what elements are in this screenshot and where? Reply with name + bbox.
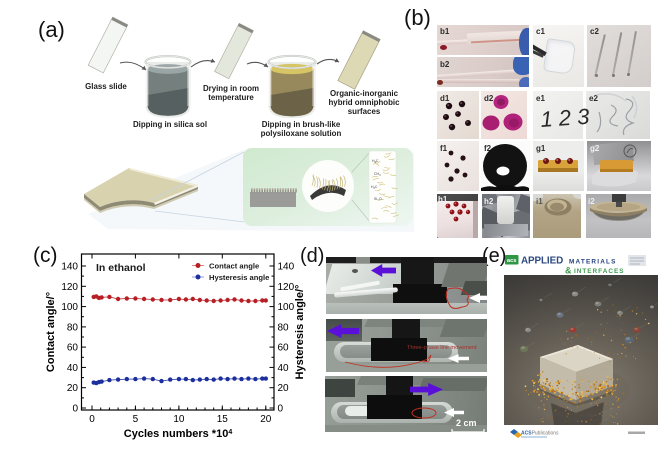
svg-text:f2: f2 xyxy=(484,144,492,153)
svg-text:Contact angle: Contact angle xyxy=(209,262,259,271)
svg-text:Hysteresis angle/°: Hysteresis angle/° xyxy=(294,285,306,380)
svg-text:f1: f1 xyxy=(440,144,448,153)
svg-text:CH3: CH3 xyxy=(374,172,381,177)
svg-text:10: 10 xyxy=(173,414,185,425)
svg-text:Dipping in brush-like: Dipping in brush-like xyxy=(262,120,341,129)
svg-text:INTERFACES: INTERFACES xyxy=(574,268,624,275)
svg-text:140: 140 xyxy=(278,262,295,273)
svg-text:60: 60 xyxy=(67,343,79,354)
svg-text:Organic-inorganic: Organic-inorganic xyxy=(330,89,399,98)
svg-text:In ethanol: In ethanol xyxy=(96,262,146,274)
svg-text:e1: e1 xyxy=(536,94,545,103)
svg-text:b2: b2 xyxy=(440,60,450,69)
svg-text:acs: acs xyxy=(507,258,517,264)
svg-text:H3C: H3C xyxy=(371,185,378,190)
svg-text:20: 20 xyxy=(260,414,272,425)
svg-text:i2: i2 xyxy=(588,197,595,206)
svg-text:2 cm: 2 cm xyxy=(456,418,477,428)
svg-text:Si–O: Si–O xyxy=(374,197,382,201)
svg-text:APPLIED: APPLIED xyxy=(521,256,563,267)
svg-text:15: 15 xyxy=(217,414,229,425)
svg-text:g2: g2 xyxy=(590,144,600,153)
svg-text:h2: h2 xyxy=(484,197,494,206)
svg-text:Drying in room: Drying in room xyxy=(203,84,259,93)
svg-text:polysiloxane solution: polysiloxane solution xyxy=(261,129,342,138)
svg-text:ACSPublications: ACSPublications xyxy=(521,431,559,437)
svg-text:e2: e2 xyxy=(589,94,598,103)
svg-text:g1: g1 xyxy=(536,144,546,153)
svg-text:temperature: temperature xyxy=(208,93,254,102)
svg-text:5: 5 xyxy=(133,414,139,425)
svg-text:120: 120 xyxy=(61,282,78,293)
svg-text:0: 0 xyxy=(89,414,95,425)
svg-text:40: 40 xyxy=(278,363,290,374)
svg-text:100: 100 xyxy=(278,302,295,313)
svg-text:1 2 3: 1 2 3 xyxy=(540,104,591,132)
svg-text:d1: d1 xyxy=(440,94,450,103)
svg-text:Hysteresis angle: Hysteresis angle xyxy=(209,273,269,282)
svg-text:d2: d2 xyxy=(484,94,494,103)
svg-text:60: 60 xyxy=(278,343,290,354)
svg-text:Cycles numbers *104: Cycles numbers *104 xyxy=(124,428,233,440)
svg-text:MATERIALS: MATERIALS xyxy=(569,259,617,266)
svg-text:H3C: H3C xyxy=(372,159,379,164)
svg-text:c1: c1 xyxy=(536,27,545,36)
svg-text:h1: h1 xyxy=(438,195,448,204)
svg-text:80: 80 xyxy=(278,322,290,333)
svg-text:20: 20 xyxy=(67,383,79,394)
svg-text:Glass slide: Glass slide xyxy=(85,82,127,91)
svg-text:i1: i1 xyxy=(536,197,543,206)
svg-text:c2: c2 xyxy=(590,27,599,36)
svg-text:20: 20 xyxy=(278,383,290,394)
svg-text:120: 120 xyxy=(278,282,295,293)
svg-text:100: 100 xyxy=(61,302,78,313)
svg-text:b1: b1 xyxy=(440,27,450,36)
svg-text:surfaces: surfaces xyxy=(348,107,381,116)
svg-text:Contact angle/°: Contact angle/° xyxy=(45,292,57,372)
svg-text:0: 0 xyxy=(72,404,78,415)
svg-text:0: 0 xyxy=(278,404,284,415)
svg-text:40: 40 xyxy=(67,363,79,374)
svg-text:hybrid omniphobic: hybrid omniphobic xyxy=(328,98,400,107)
svg-text:80: 80 xyxy=(67,322,79,333)
svg-text:140: 140 xyxy=(61,262,78,273)
svg-text:Dipping in silica sol: Dipping in silica sol xyxy=(133,120,207,129)
svg-text:&: & xyxy=(565,266,572,276)
svg-text:Three-phase line movement: Three-phase line movement xyxy=(407,345,477,351)
